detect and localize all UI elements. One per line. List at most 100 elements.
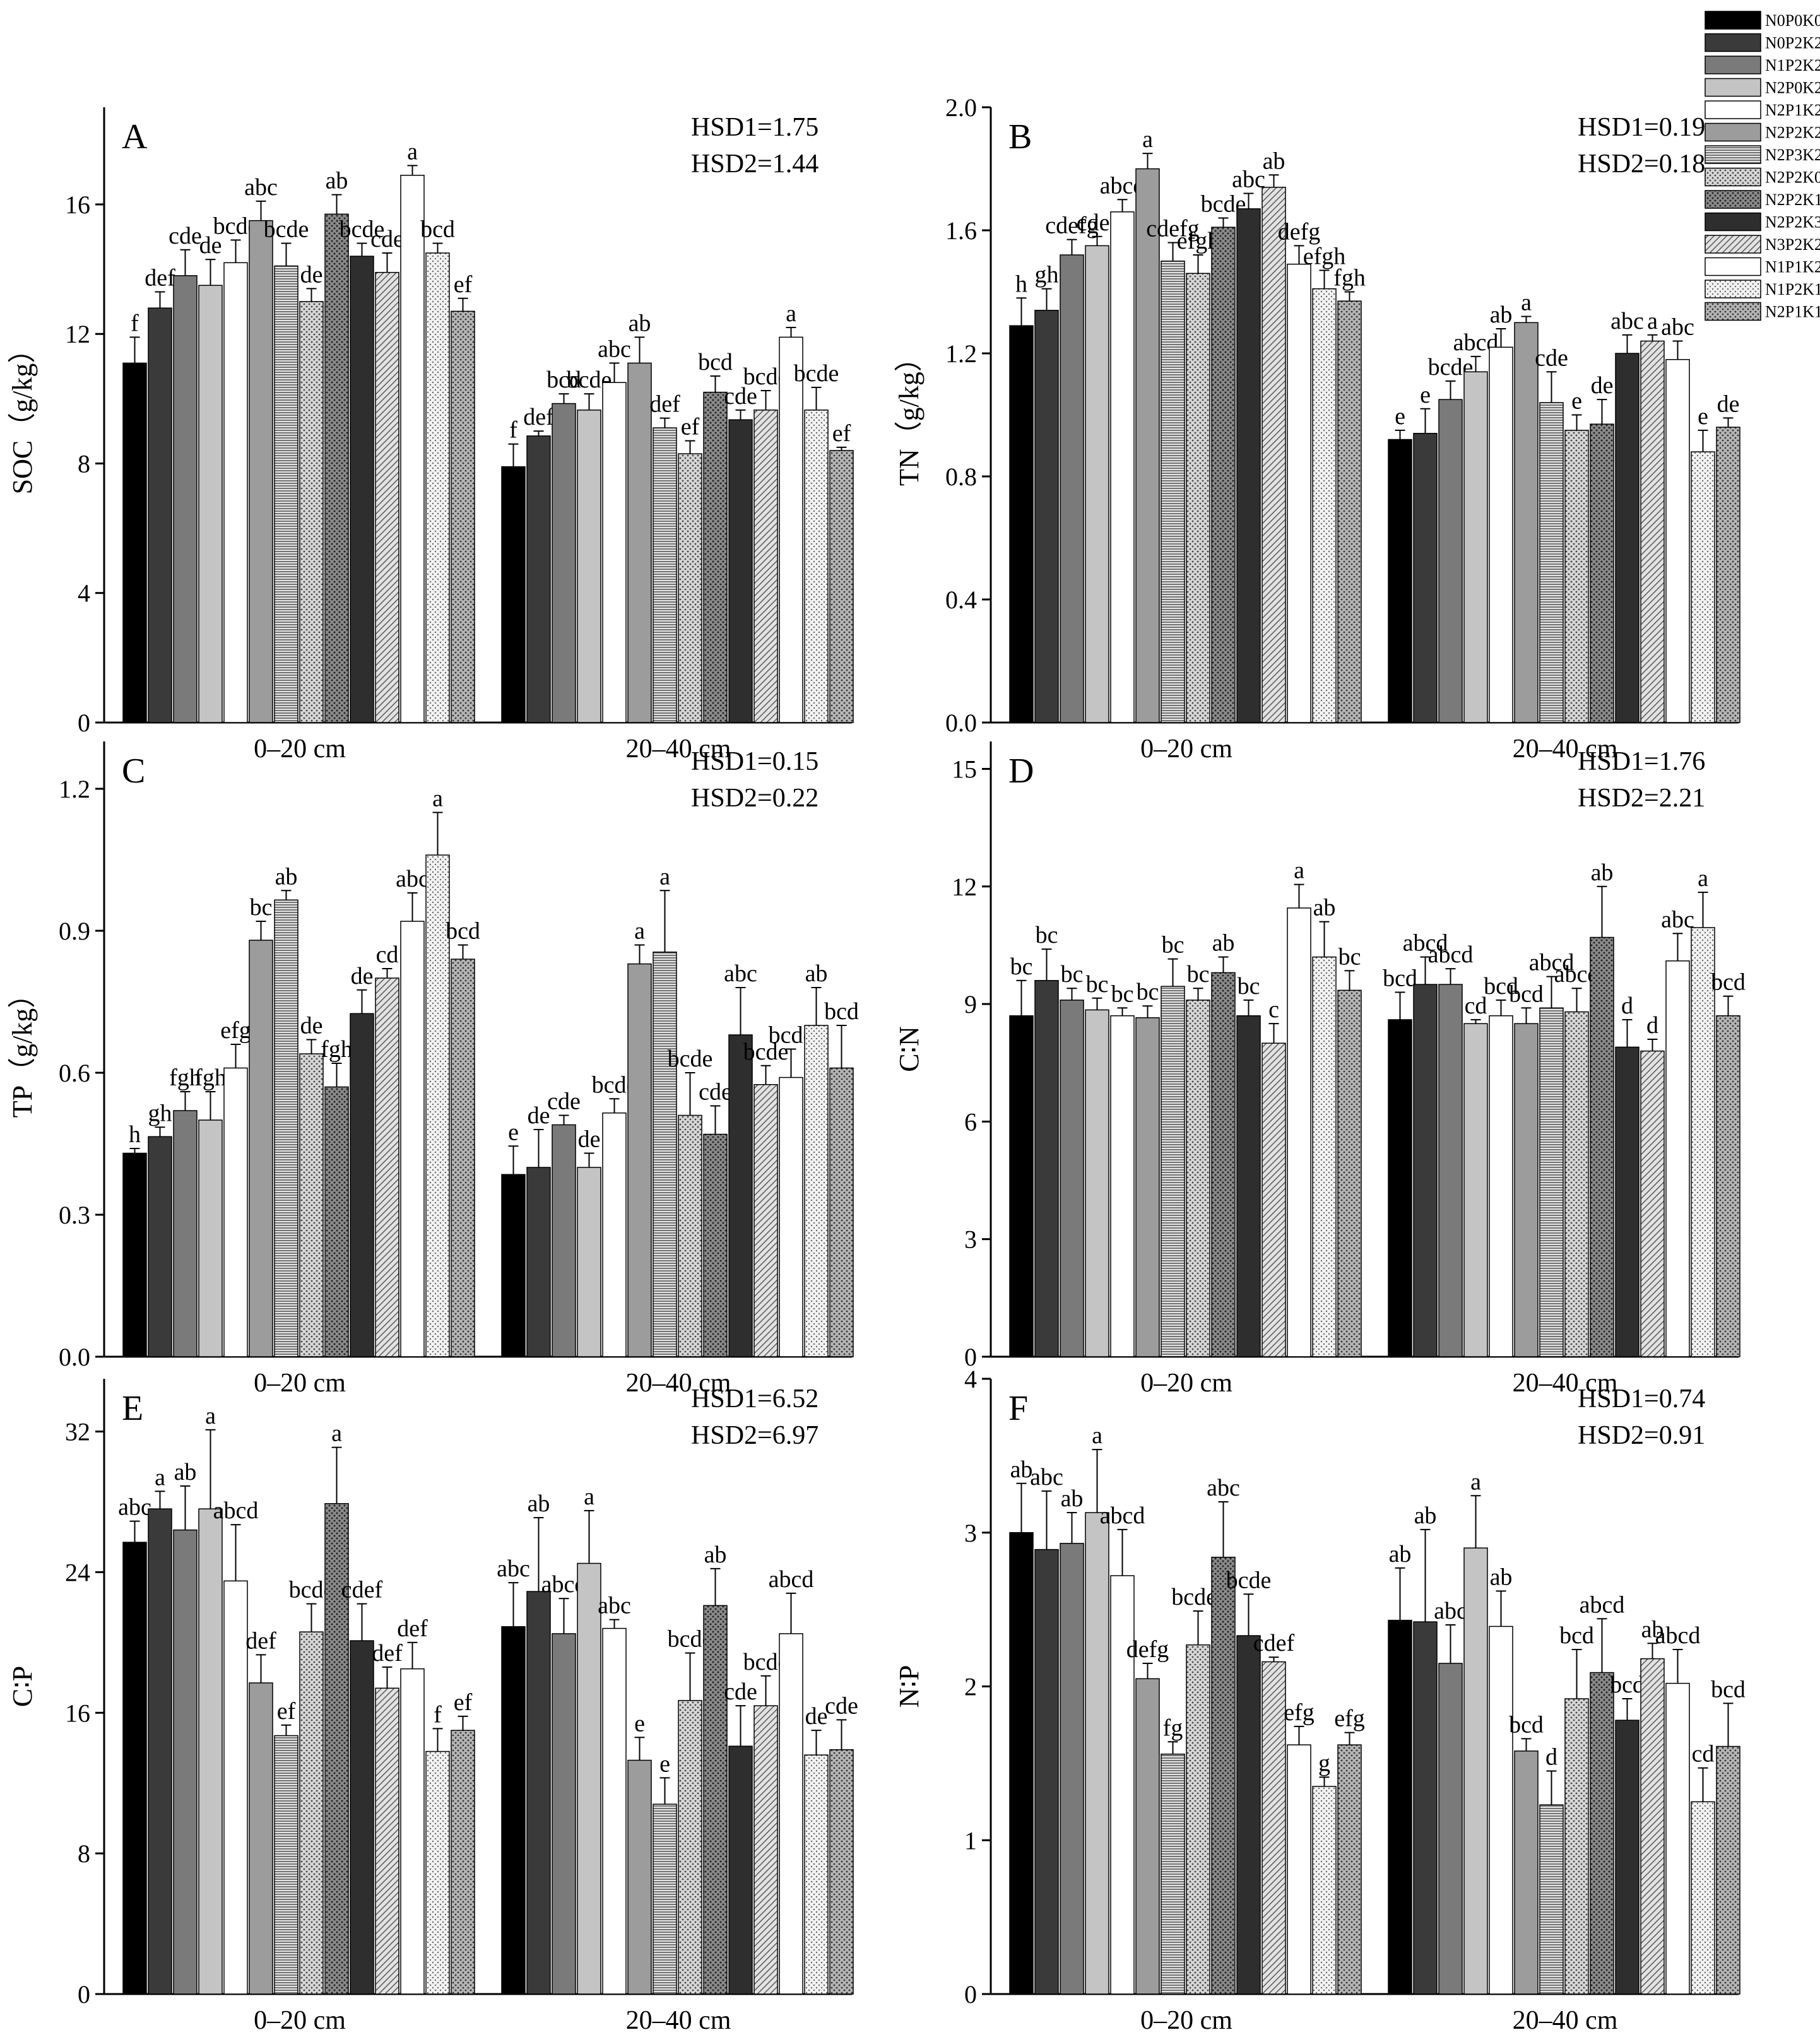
bar <box>122 1152 147 1357</box>
category-label: 20–40 cm <box>626 2006 731 2035</box>
bar <box>1211 972 1236 1357</box>
significance-label: bc <box>1338 943 1361 970</box>
bar <box>728 419 753 723</box>
panel-letter: C <box>122 752 145 791</box>
y-tick-label: 2.0 <box>945 93 977 122</box>
bar <box>627 963 652 1357</box>
y-tick-label: 0 <box>964 1980 977 2009</box>
significance-label: abcd <box>1100 1502 1145 1529</box>
bar <box>1262 1661 1286 1995</box>
bar <box>552 1124 576 1357</box>
significance-label: g <box>1318 1750 1330 1776</box>
hsd-label: HSD1=0.74 <box>1578 1384 1705 1413</box>
bar <box>1640 1050 1665 1357</box>
hsd-label: HSD2=1.44 <box>691 150 818 179</box>
bar <box>1262 1042 1286 1357</box>
bar <box>1716 1745 1740 1995</box>
bar <box>1186 1000 1210 1357</box>
legend-label: N2P1K1 <box>1765 303 1820 321</box>
y-tick-label: 0 <box>78 709 90 737</box>
bar <box>350 1640 374 1995</box>
bar <box>728 1745 753 1995</box>
bar <box>299 1053 324 1357</box>
bar <box>1060 254 1084 723</box>
significance-label: abc <box>396 866 429 892</box>
significance-label: fg <box>1163 1714 1183 1741</box>
bar <box>198 1508 223 1995</box>
significance-label: ab <box>1414 1502 1437 1529</box>
bar <box>1161 986 1185 1357</box>
significance-label: de <box>199 232 222 259</box>
bar <box>1337 989 1362 1357</box>
bar <box>1161 261 1185 723</box>
significance-label: bc <box>1010 953 1033 980</box>
bar <box>779 1633 803 1995</box>
category-label: 20–40 cm <box>1513 735 1618 764</box>
bar <box>526 1591 551 1995</box>
significance-label: ab <box>1641 1616 1664 1643</box>
bar <box>552 1633 576 1995</box>
y-tick-label: 4 <box>964 1365 977 1393</box>
legend-label: N3P2K2 <box>1765 235 1820 254</box>
bar <box>653 1803 677 1995</box>
bar <box>299 301 324 723</box>
significance-label: ab <box>1490 302 1513 328</box>
bar <box>653 952 677 1357</box>
significance-label: bc <box>1238 973 1260 1000</box>
category-label: 0–20 cm <box>1140 735 1232 764</box>
significance-label: bc <box>1061 961 1084 988</box>
significance-label: ef <box>454 1689 473 1716</box>
bar <box>602 382 627 723</box>
bar <box>274 1735 298 1995</box>
bar <box>1236 208 1261 723</box>
y-tick-label: 0.0 <box>59 1343 90 1371</box>
bar <box>1085 1009 1109 1357</box>
bar <box>1085 1512 1109 1995</box>
significance-label: abc <box>118 1494 151 1521</box>
y-tick-label: 0.0 <box>945 709 977 737</box>
significance-label: bcd <box>1711 1676 1746 1703</box>
bar <box>1514 1750 1539 1995</box>
y-axis-title: SOC（g/kg） <box>7 336 38 495</box>
bar <box>1489 1015 1513 1357</box>
bar <box>223 262 248 723</box>
y-tick-label: 3 <box>964 1225 977 1254</box>
bar <box>350 256 374 723</box>
significance-label: e <box>1420 382 1431 408</box>
bar <box>1337 1744 1362 1995</box>
bar <box>400 1668 425 1995</box>
significance-label: def <box>649 391 680 418</box>
legend-swatch <box>1705 235 1761 254</box>
category-label: 20–40 cm <box>1513 2006 1618 2035</box>
bar <box>1691 927 1715 1357</box>
significance-label: a <box>1142 126 1153 153</box>
significance-label: ab <box>1212 930 1235 957</box>
bar <box>173 275 198 723</box>
category-label: 0–20 cm <box>254 735 346 764</box>
bar <box>1615 353 1640 723</box>
bar <box>1236 1635 1261 1995</box>
significance-label: e <box>634 1710 645 1737</box>
legend-label: N2P2K0 <box>1765 168 1820 187</box>
bar <box>678 1700 702 1995</box>
bar <box>1590 936 1614 1357</box>
significance-label: cde <box>724 1679 757 1705</box>
y-tick-label: 3 <box>964 1519 977 1547</box>
bar <box>122 1542 147 1995</box>
legend-swatch <box>1705 280 1761 298</box>
bar <box>753 1705 778 1995</box>
significance-label: a <box>205 1403 216 1429</box>
significance-label: abcd <box>1529 950 1575 976</box>
significance-label: bcde <box>743 1039 789 1065</box>
significance-label: a <box>584 1484 594 1510</box>
significance-label: abc <box>724 960 757 987</box>
bar <box>501 1174 526 1357</box>
significance-label: cd <box>1465 993 1487 1019</box>
significance-label: bcde <box>340 216 385 243</box>
y-tick-label: 16 <box>65 191 90 219</box>
bar <box>1514 1023 1539 1357</box>
significance-label: ab <box>1313 895 1336 921</box>
bar <box>1337 300 1362 723</box>
significance-label: abc <box>1232 167 1265 193</box>
bar <box>501 466 526 723</box>
